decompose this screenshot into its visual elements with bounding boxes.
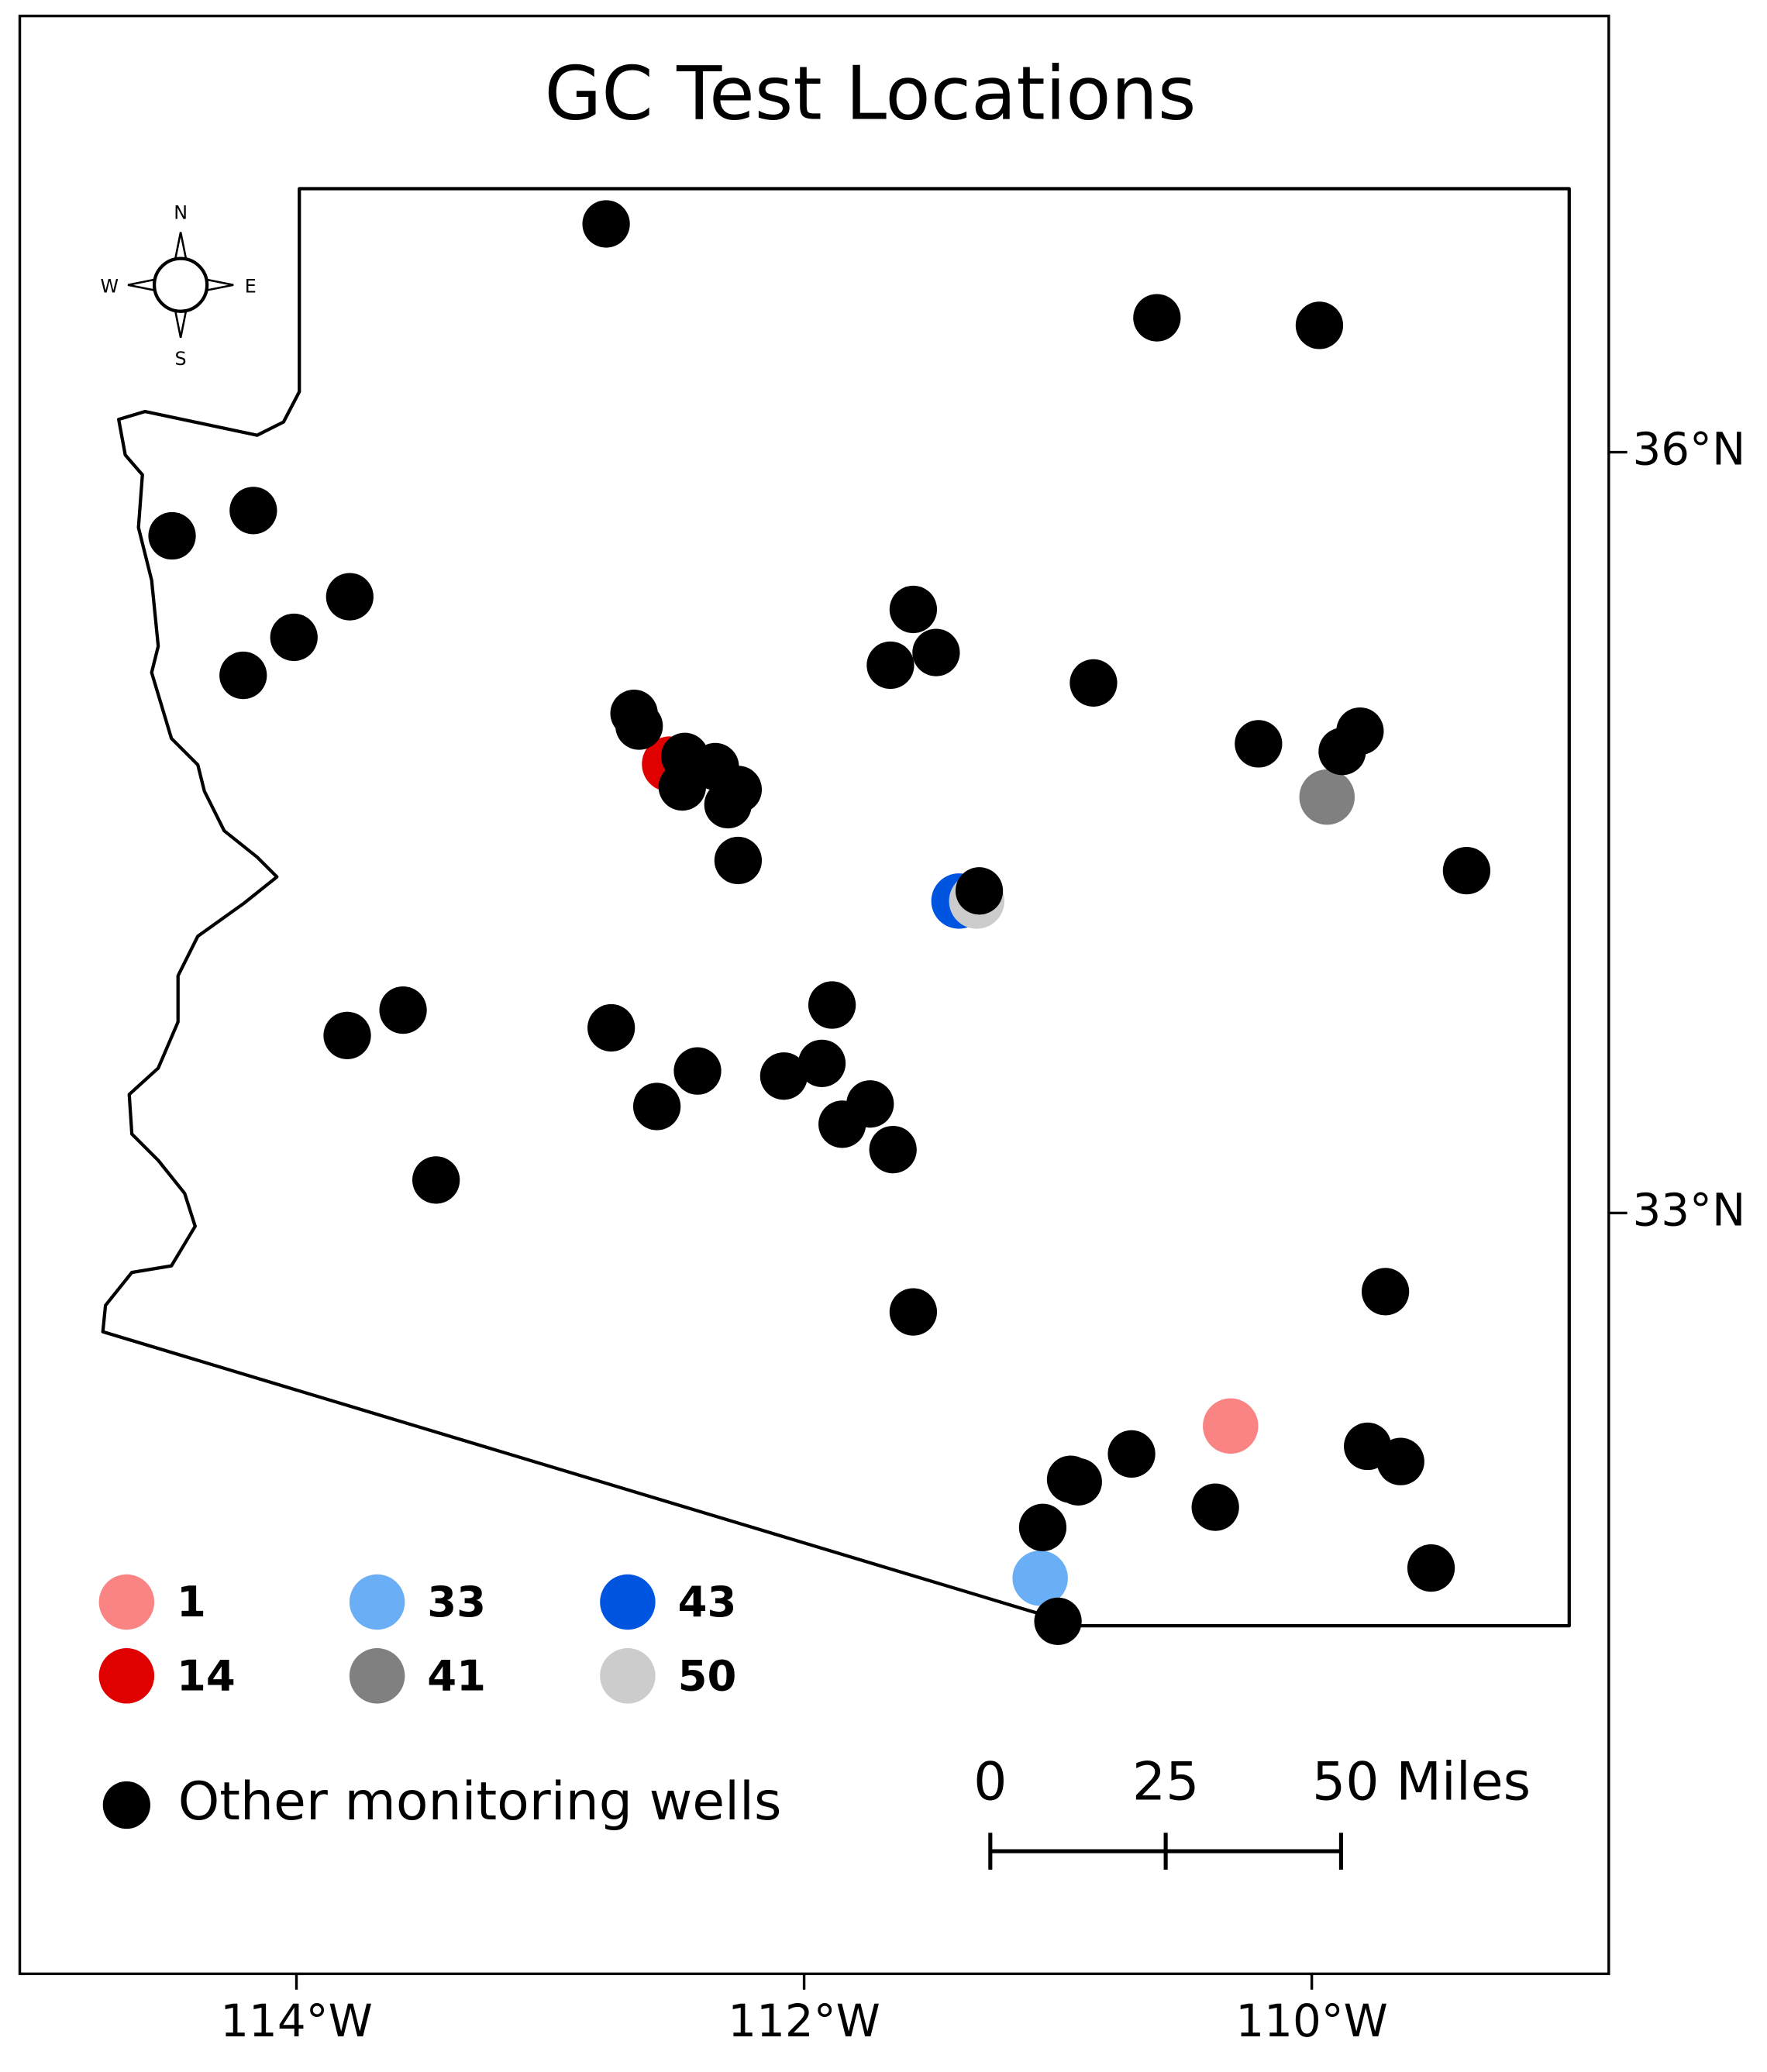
monitoring-well	[326, 573, 374, 621]
legend-swatch	[600, 1574, 656, 1630]
legend-label: 43	[678, 1577, 737, 1626]
test-location	[1012, 1551, 1068, 1606]
monitoring-well	[632, 1082, 681, 1131]
legend-swatch	[600, 1648, 656, 1704]
scale-label: 50 Miles	[1312, 1752, 1531, 1813]
monitoring-well	[704, 780, 752, 829]
x-tick-label: 114°W	[220, 1995, 373, 2047]
x-tick-label: 112°W	[728, 1995, 880, 2047]
monitoring-well	[219, 651, 267, 700]
legend-label: 1	[177, 1577, 206, 1626]
monitoring-well	[1034, 1597, 1082, 1646]
legend-label: 50	[678, 1650, 737, 1700]
legend-swatch	[98, 1648, 155, 1704]
scale-label: 0	[973, 1752, 1007, 1813]
legend-swatch	[98, 1574, 155, 1630]
legend-swatch	[102, 1781, 150, 1829]
monitoring-well	[760, 1052, 808, 1100]
compass-label: S	[175, 348, 187, 370]
legend-swatch	[349, 1574, 405, 1630]
monitoring-well	[1191, 1483, 1239, 1531]
state-outline	[101, 187, 1571, 1628]
monitoring-well	[889, 585, 938, 634]
monitoring-well	[658, 762, 706, 811]
monitoring-well	[582, 200, 630, 248]
monitoring-well	[714, 836, 763, 885]
monitoring-well	[1235, 720, 1283, 768]
test-location	[1299, 769, 1355, 825]
monitoring-well	[673, 1047, 722, 1095]
monitoring-well	[587, 1003, 636, 1052]
legend-label: 41	[427, 1650, 486, 1700]
x-tick-label: 110°W	[1235, 1995, 1388, 2047]
monitoring-well	[866, 641, 914, 690]
monitoring-well	[955, 867, 1004, 915]
compass-label: W	[100, 276, 119, 298]
monitoring-well	[818, 1100, 866, 1148]
compass-label: E	[245, 276, 257, 298]
monitoring-well	[1442, 846, 1491, 895]
y-tick-label: 36°N	[1632, 423, 1745, 476]
y-tick-label: 33°N	[1632, 1184, 1745, 1237]
monitoring-well	[379, 986, 427, 1034]
monitoring-well	[229, 487, 277, 535]
monitoring-well	[1133, 294, 1181, 342]
monitoring-well	[1295, 301, 1344, 349]
monitoring-well	[1070, 659, 1118, 707]
monitoring-well	[1376, 1437, 1424, 1485]
monitoring-well	[1054, 1458, 1102, 1506]
legend-label: Other monitoring wells	[178, 1771, 782, 1833]
monitoring-well	[615, 702, 663, 750]
monitoring-well	[797, 1039, 846, 1087]
compass-ring	[152, 256, 209, 313]
monitoring-well	[270, 613, 318, 662]
map-title: GC Test Locations	[544, 52, 1196, 137]
monitoring-well	[1107, 1430, 1156, 1478]
monitoring-well	[889, 1288, 938, 1336]
monitoring-well	[323, 1011, 371, 1059]
legend-swatch	[349, 1648, 405, 1704]
compass	[127, 232, 234, 339]
monitoring-well	[412, 1156, 460, 1204]
monitoring-well	[912, 628, 960, 676]
monitoring-well	[808, 981, 856, 1029]
test-location	[1203, 1398, 1259, 1454]
monitoring-well	[148, 511, 196, 560]
compass-label: N	[174, 201, 188, 223]
monitoring-well	[1318, 728, 1366, 776]
monitoring-well	[1361, 1268, 1410, 1316]
monitoring-well	[1018, 1503, 1067, 1551]
legend-label: 33	[427, 1577, 486, 1626]
scale-label: 25	[1132, 1752, 1200, 1813]
monitoring-well	[1407, 1544, 1455, 1592]
legend-label: 14	[177, 1650, 236, 1700]
monitoring-well	[869, 1125, 917, 1174]
